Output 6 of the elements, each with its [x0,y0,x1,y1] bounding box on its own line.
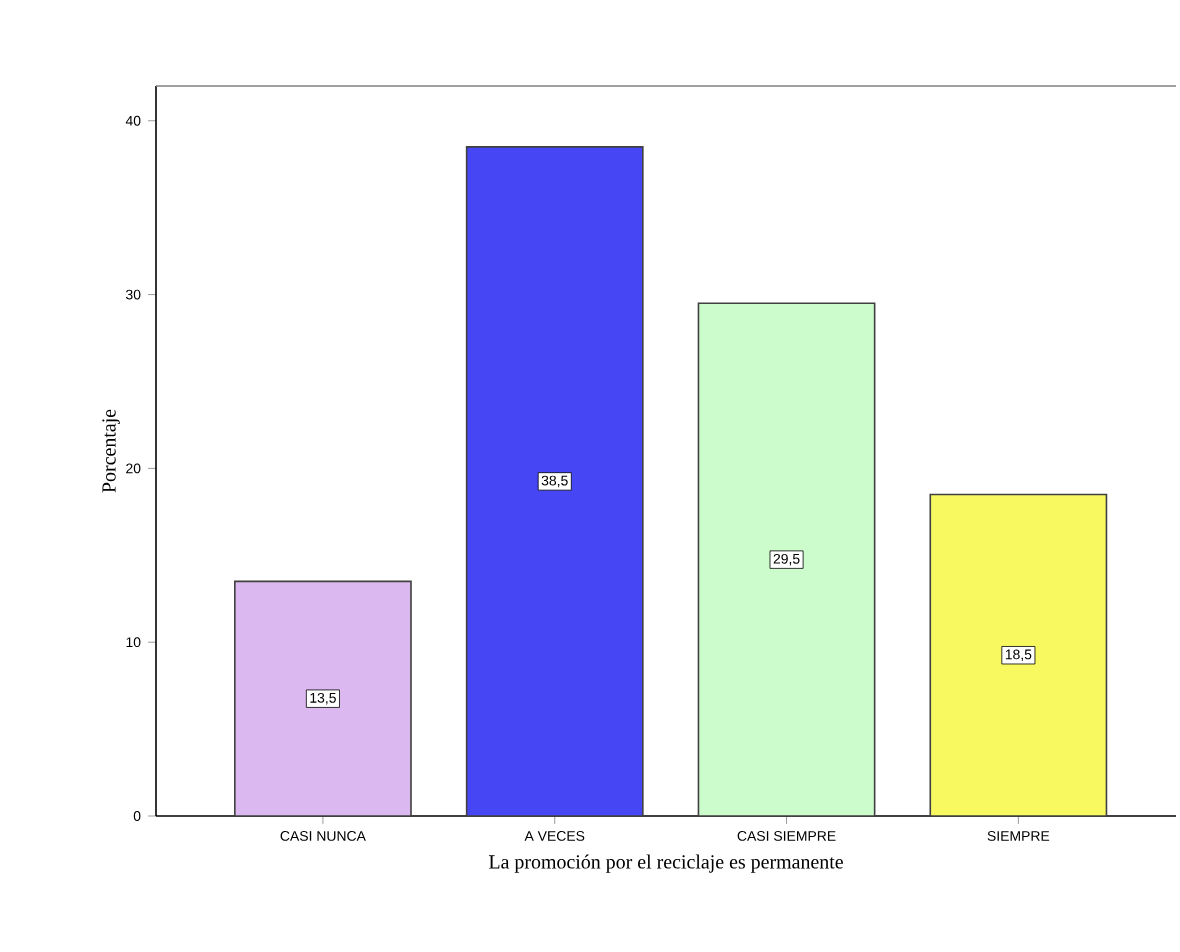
bar [697,302,876,817]
x-axis-title: La promoción por el reciclaje es permanente [488,854,843,873]
bar [929,493,1108,817]
bar [465,146,644,817]
y-axis-title: Porcentaje [102,409,120,493]
bar [234,580,412,817]
